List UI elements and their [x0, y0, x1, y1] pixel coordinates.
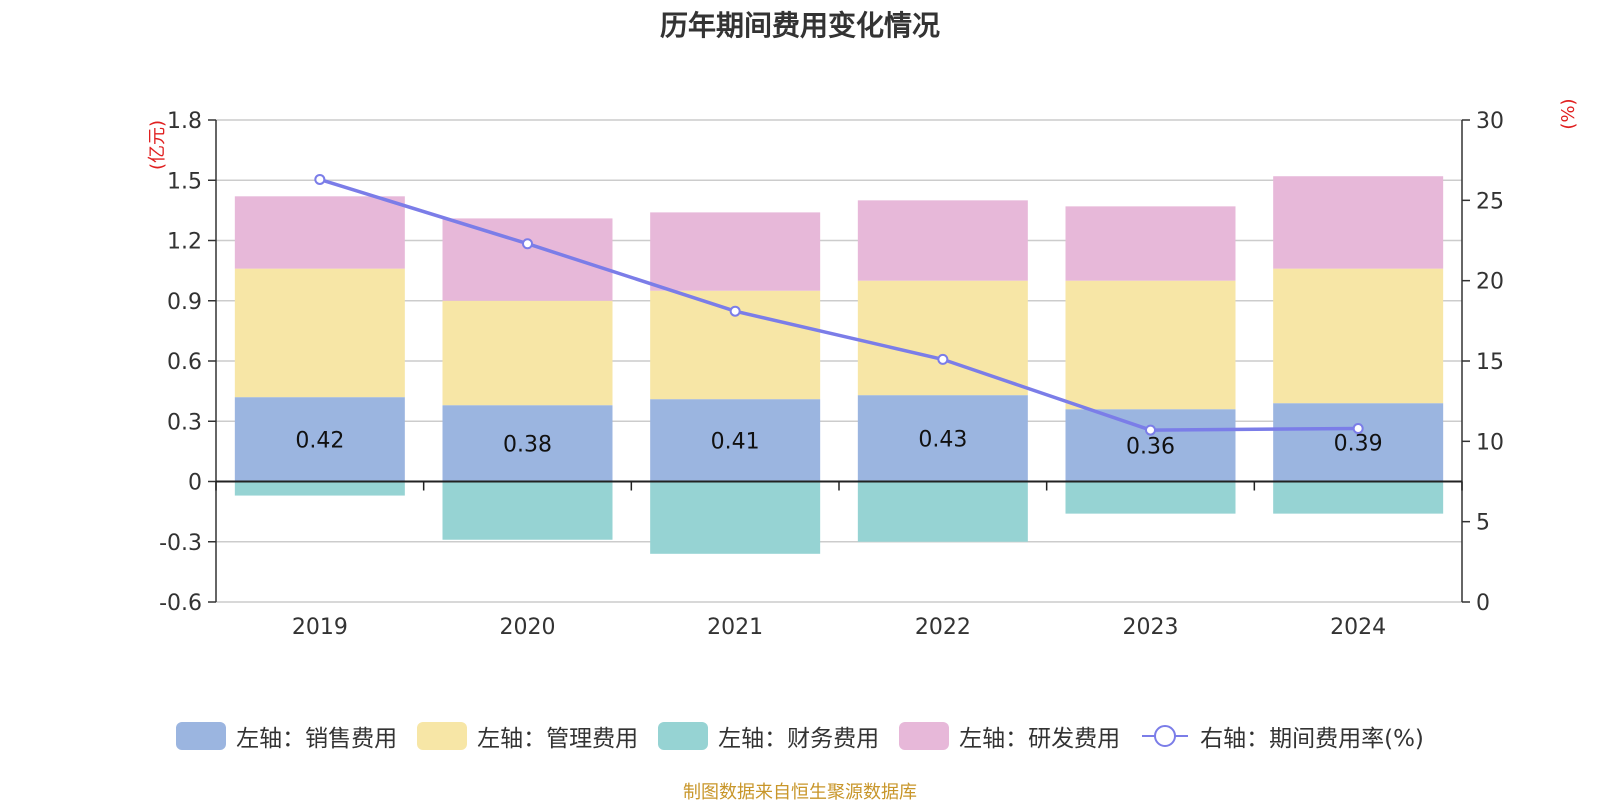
bar-data-label: 0.42	[295, 428, 344, 453]
bar-segment	[234, 481, 405, 496]
chart-title: 历年期间费用变化情况	[659, 9, 940, 42]
x-axis-tick-label: 2022	[915, 615, 971, 640]
line-series	[314, 173, 1364, 436]
bar-segment	[857, 280, 1028, 396]
bar-segment	[1065, 206, 1236, 281]
data-source-note: 制图数据来自恒生聚源数据库	[683, 782, 917, 803]
right-axis-unit: (%)	[1558, 98, 1579, 129]
expense-rate-line	[319, 177, 1359, 432]
axes: 1.8 1.5 1.2 0.9 0.6 0.3 0 -0.3 -0.6 30 25 20 15 10 5 0 (…	[147, 98, 1579, 640]
legend-label: 左轴：研发费用	[959, 726, 1121, 752]
x-axis-tick-label: 2021	[707, 615, 763, 640]
bar-segment	[234, 196, 405, 269]
right-axis-tick-label: 30	[1476, 109, 1504, 134]
right-axis-tick-label: 20	[1476, 270, 1504, 295]
bar-segment	[442, 481, 613, 540]
legend-swatch	[658, 722, 709, 750]
legend-item[interactable]: 左轴：管理费用	[417, 719, 638, 753]
left-axis-unit: (亿元)	[147, 120, 168, 170]
bar-segment	[650, 481, 821, 554]
bar-data-label: 0.41	[711, 429, 760, 454]
gridlines	[216, 119, 1462, 603]
data-labels: 0.42 0.38 0.41 0.43 0.36 0.39	[295, 427, 1382, 459]
right-axis-tick-label: 5	[1476, 511, 1490, 536]
legend-item[interactable]: 左轴：财务费用	[658, 719, 879, 753]
right-axis-tick-label: 15	[1476, 350, 1504, 375]
expense-rate-point	[314, 173, 326, 185]
left-axis-tick-label: 1.8	[167, 109, 202, 134]
bar-segment	[650, 212, 821, 291]
bar-segment	[857, 481, 1028, 542]
bar-segment	[234, 397, 405, 482]
bar-segment	[1273, 481, 1444, 514]
right-axis-tick-label: 25	[1476, 189, 1504, 214]
legend-label: 右轴：期间费用率(%)	[1200, 726, 1424, 752]
left-axis-tick-label: 0.3	[167, 410, 202, 435]
x-axis-tick-label: 2024	[1330, 615, 1386, 640]
bar-segment	[1273, 403, 1444, 482]
legend-line-icon	[1142, 725, 1189, 747]
x-axis-tick-label: 2020	[500, 615, 556, 640]
left-axis-tick-label: 1.5	[167, 169, 202, 194]
legend-item[interactable]: 左轴：销售费用	[176, 719, 397, 753]
bar-segment	[442, 300, 613, 406]
bar-segment	[1273, 176, 1444, 269]
bar-segment	[442, 405, 613, 482]
expense-rate-point	[1145, 424, 1156, 436]
expense-rate-point	[729, 305, 741, 317]
left-axis-tick-label: 0.6	[167, 350, 202, 375]
expense-rate-point	[937, 353, 949, 365]
x-axis-tick-label: 2019	[292, 615, 348, 640]
left-axis-tick-label: -0.3	[159, 531, 202, 556]
legend-label: 左轴：管理费用	[477, 726, 639, 752]
left-axis-tick-label: 0	[188, 471, 202, 496]
expense-rate-point	[522, 238, 533, 250]
legend-label: 左轴：财务费用	[718, 726, 880, 752]
expense-rate-point	[1352, 422, 1364, 434]
bar-data-label: 0.36	[1126, 434, 1175, 459]
bar-segment	[1065, 409, 1236, 482]
legend-item[interactable]: 左轴：研发费用	[899, 719, 1120, 753]
right-axis-tick-label: 10	[1476, 430, 1504, 455]
legend-swatch	[899, 722, 950, 750]
bar-data-label: 0.43	[918, 427, 967, 452]
bar-segment	[857, 200, 1028, 281]
bar-segment	[1065, 481, 1236, 514]
bar-segment	[1273, 268, 1444, 404]
bar-segment	[234, 268, 405, 398]
bar-data-label: 0.39	[1334, 431, 1383, 456]
bar-segment	[650, 399, 821, 482]
legend: 左轴：销售费用 左轴：管理费用 左轴：财务费用 左轴：研发费用 右轴：期间费用率(%)	[0, 718, 1600, 754]
legend-label: 左轴：销售费用	[236, 726, 398, 752]
legend-swatch	[176, 722, 227, 750]
left-axis-tick-label: 1.2	[167, 230, 202, 255]
bar-segment	[1065, 280, 1236, 410]
bar-series	[234, 176, 1444, 554]
left-axis-tick-label: 0.9	[167, 290, 202, 315]
bar-data-label: 0.38	[503, 432, 552, 457]
legend-item[interactable]: 右轴：期间费用率(%)	[1140, 719, 1424, 753]
right-axis-tick-label: 0	[1476, 591, 1490, 616]
left-axis-tick-label: -0.6	[159, 591, 202, 616]
x-axis-tick-label: 2023	[1123, 615, 1179, 640]
bar-segment	[857, 395, 1028, 482]
bar-segment	[442, 218, 613, 301]
legend-swatch	[417, 722, 468, 750]
